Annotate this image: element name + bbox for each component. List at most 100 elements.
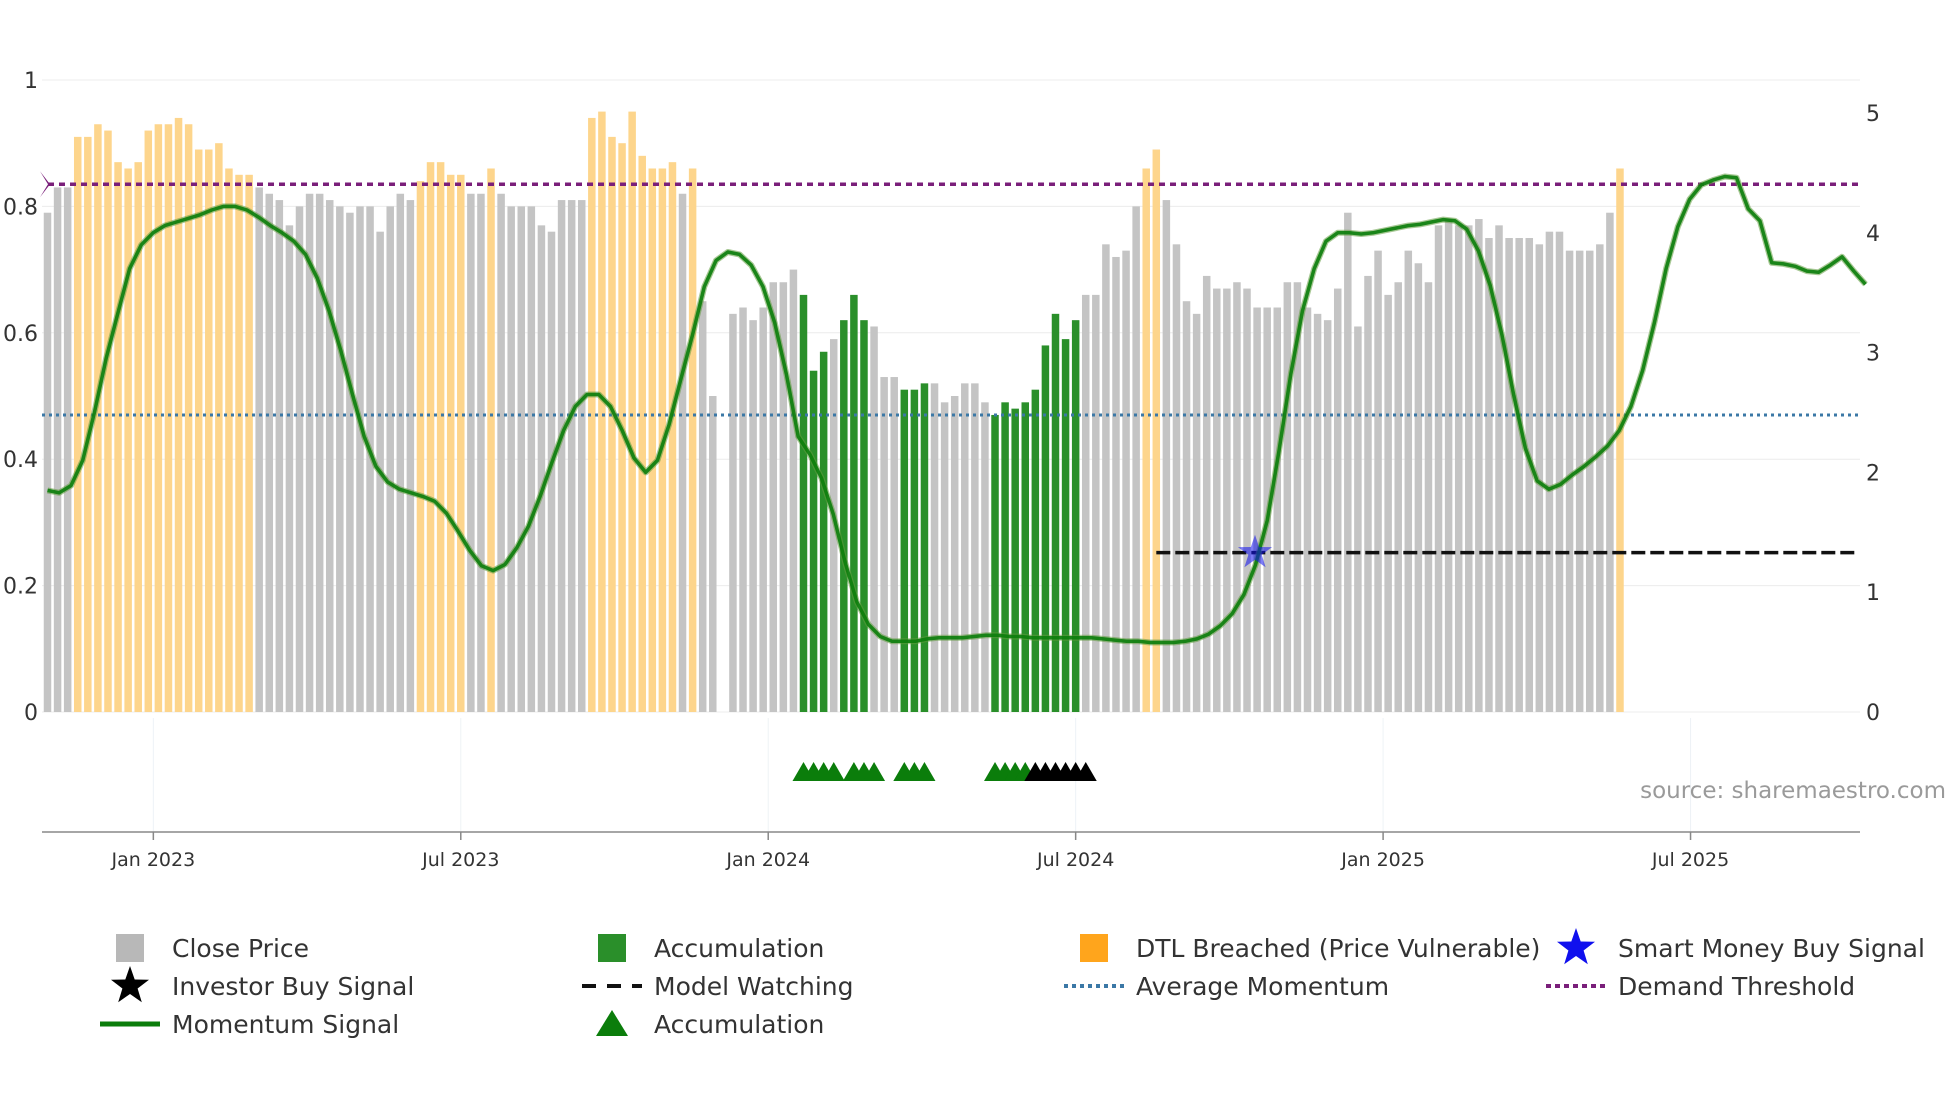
- close-price-bar: [1505, 238, 1513, 712]
- dtl-breached-bar: [638, 155, 646, 713]
- dtl-breached-bar: [205, 149, 213, 712]
- accumulation-bar: [1021, 402, 1030, 712]
- close-price-bar: [1364, 275, 1372, 712]
- legend-swatch-dtl: [1080, 934, 1108, 962]
- close-price-bar: [1303, 307, 1312, 712]
- dtl-breached-bar: [436, 162, 445, 712]
- x-tick-label: Jul 2025: [1651, 849, 1729, 871]
- dtl-breached-bar: [1616, 168, 1624, 713]
- legend-item-accum-bar: Accumulation: [598, 934, 824, 963]
- dtl-breached-bar: [154, 124, 163, 713]
- dtl-breached-bar: [487, 168, 495, 713]
- close-price-bar: [1223, 288, 1231, 712]
- close-price-bar: [779, 282, 788, 712]
- close-price-bar: [1555, 231, 1564, 712]
- close-price-bar: [1404, 250, 1413, 712]
- accumulation-bar: [1071, 320, 1080, 712]
- legend-item-avg-mom: Average Momentum: [1064, 972, 1389, 1001]
- close-price-bar: [53, 187, 62, 712]
- dtl-breached-bar: [648, 168, 657, 713]
- close-price-bar: [346, 212, 354, 712]
- close-price-bar: [1213, 288, 1221, 712]
- close-price-bars: [43, 111, 1624, 713]
- close-price-bar: [1102, 244, 1110, 712]
- close-price-bar: [265, 193, 274, 712]
- close-price-bar: [1092, 294, 1100, 712]
- close-price-bar: [1132, 206, 1140, 712]
- legend-item-smart-money: Smart Money Buy Signal: [1557, 928, 1925, 965]
- close-price-bar: [356, 206, 364, 712]
- accumulation-marker: [913, 762, 936, 781]
- close-price-bar: [739, 307, 747, 712]
- close-price-bar: [537, 225, 546, 713]
- legend-item-accum-marker: Accumulation: [596, 1010, 824, 1039]
- dtl-breached-bar: [114, 162, 122, 712]
- threshold-lines: [40, 171, 1862, 555]
- close-price-bar: [1112, 256, 1120, 712]
- legend-label: Momentum Signal: [172, 1010, 399, 1039]
- close-price-bar: [749, 320, 757, 712]
- close-price-bar: [1475, 219, 1483, 713]
- dtl-breached-bar: [628, 111, 636, 713]
- close-price-bar: [477, 193, 485, 712]
- dtl-breached-bar: [668, 162, 677, 712]
- dtl-breached-bar: [416, 181, 425, 712]
- close-price-bar: [1293, 282, 1302, 712]
- dtl-breached-bar: [245, 174, 253, 713]
- dtl-breached-bar: [134, 162, 142, 712]
- y-right-tick-label: 3: [1866, 342, 1880, 367]
- momentum-signal-line: [46, 173, 1868, 646]
- close-price-bar: [1575, 250, 1584, 712]
- close-price-bar: [1485, 238, 1493, 712]
- dtl-breached-bar: [457, 174, 465, 713]
- close-price-bar: [1283, 282, 1292, 712]
- close-price-bar: [1596, 244, 1604, 712]
- legend-item-demand: Demand Threshold: [1546, 972, 1855, 1001]
- dtl-breached-bar: [1152, 149, 1161, 712]
- source-label: source: sharemaestro.com: [1640, 778, 1946, 804]
- close-price-bar: [396, 193, 405, 712]
- close-price-bar: [769, 282, 778, 712]
- close-price-bar: [1525, 238, 1534, 712]
- dtl-breached-bar: [1142, 168, 1150, 713]
- accumulation-bar: [910, 389, 919, 712]
- accumulation-bar: [860, 320, 868, 712]
- legend-item-momentum: Momentum Signal: [100, 1010, 399, 1039]
- close-price-bar: [1182, 301, 1191, 712]
- close-price-bar: [336, 206, 344, 712]
- close-price-bar: [1454, 225, 1463, 713]
- close-price-bar: [507, 206, 515, 712]
- close-price-bar: [890, 377, 898, 712]
- y-left-tick-label: 0.8: [3, 195, 38, 220]
- legend-item-investor: Investor Buy Signal: [111, 966, 414, 1003]
- y-left-tick-label: 0.6: [3, 322, 38, 347]
- close-price-bar: [1384, 294, 1392, 712]
- x-tick-label: Jul 2024: [1036, 849, 1114, 871]
- dtl-breached-bar: [608, 136, 616, 712]
- y-right-tick-label: 5: [1866, 102, 1880, 127]
- y-right-tick-label: 0: [1866, 701, 1880, 726]
- close-price-bar: [1444, 219, 1453, 713]
- close-price-bar: [305, 193, 314, 712]
- accumulation-bar: [900, 389, 909, 712]
- close-price-bar: [577, 200, 586, 712]
- y-left-tick-label: 1: [24, 69, 38, 94]
- close-price-bar: [275, 200, 284, 712]
- legend-label: Investor Buy Signal: [172, 972, 414, 1001]
- close-price-bar: [557, 200, 566, 712]
- legend-item-model: Model Watching: [582, 972, 854, 1001]
- x-tick-label: Jan 2023: [110, 849, 195, 871]
- close-price-bar: [1333, 288, 1342, 712]
- close-price-bar: [1394, 282, 1402, 712]
- y-left-tick-label: 0.2: [3, 575, 38, 600]
- close-price-bar: [1122, 250, 1130, 712]
- dtl-breached-bar: [124, 168, 132, 713]
- smart-money-buy-marker: [1237, 534, 1273, 568]
- dtl-breached-bar: [688, 168, 697, 713]
- dtl-breached-bar: [426, 162, 435, 712]
- accumulation-bar: [991, 414, 999, 712]
- close-price-bar: [729, 313, 737, 712]
- close-price-bar: [789, 269, 798, 712]
- y-axis-left-ticks: 0 0.2 0.4 0.6 0.8 1: [3, 69, 38, 726]
- legend-label: Smart Money Buy Signal: [1618, 934, 1925, 963]
